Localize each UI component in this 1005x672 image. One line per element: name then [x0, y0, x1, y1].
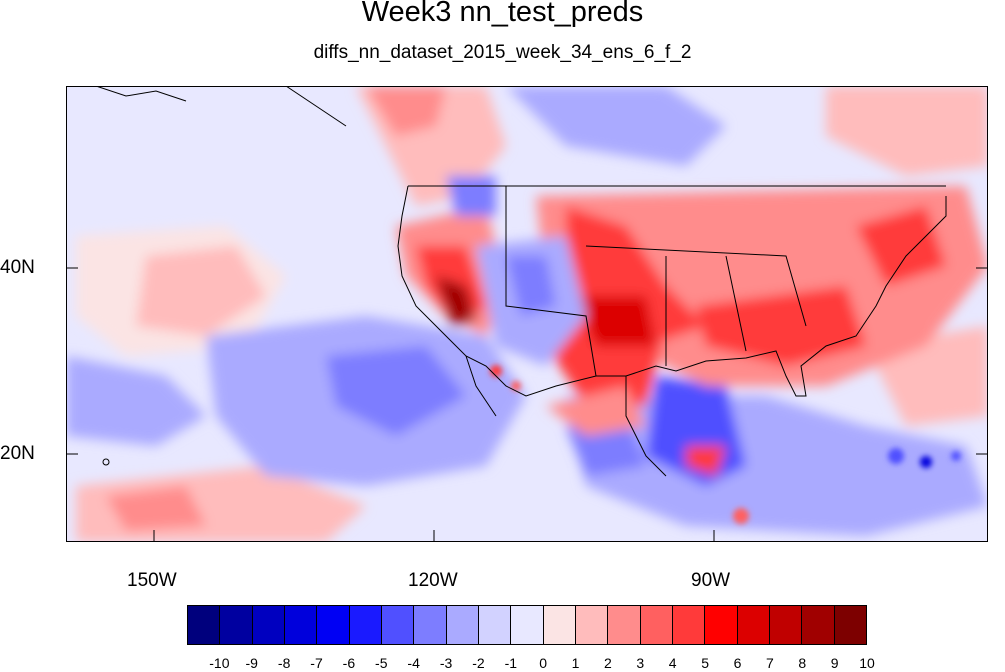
- colorbar-swatch: [705, 606, 738, 644]
- colorbar-swatch: [188, 606, 221, 644]
- colorbar-label: 7: [765, 655, 774, 671]
- colorbar-swatch: [575, 606, 609, 644]
- lon-label-90w: 90W: [691, 570, 731, 591]
- lat-label-40n: 40N: [0, 257, 35, 278]
- anomaly-detail: [490, 365, 961, 524]
- colorbar-label: 6: [733, 655, 742, 671]
- colorbar-swatch: [608, 606, 641, 644]
- colorbar-swatch: [284, 606, 318, 644]
- colorbar-label: 9: [830, 655, 839, 671]
- colorbar-label: 1: [571, 655, 580, 671]
- colorbar-swatch: [543, 606, 576, 644]
- colorbar-label: -2: [472, 655, 485, 671]
- colorbar-label: -10: [209, 655, 230, 671]
- lon-label-120w: 120W: [408, 570, 458, 591]
- map-frame: [66, 86, 988, 542]
- colorbar-swatch: [414, 606, 447, 644]
- colorbar-swatch: [220, 606, 253, 644]
- colorbar-swatch: [349, 606, 382, 644]
- colorbar-swatch: [640, 606, 673, 644]
- colorbar-swatch: [769, 606, 803, 644]
- colorbar-swatch: [252, 606, 285, 644]
- map-title: Week3 nn_test_preds: [361, 0, 644, 28]
- lat-label-20n: 20N: [0, 443, 35, 464]
- colorbar-label: -5: [375, 655, 388, 671]
- colorbar-label: 4: [668, 655, 677, 671]
- colorbar-label: -9: [245, 655, 258, 671]
- colorbar-swatch: [672, 606, 706, 644]
- colorbar-label: -4: [407, 655, 420, 671]
- colorbar-label: -3: [439, 655, 453, 671]
- colorbar-label: 3: [636, 655, 645, 671]
- colorbar-swatch: [478, 606, 512, 644]
- colorbar-swatch: [381, 606, 415, 644]
- colorbar-swatch: [834, 606, 866, 644]
- colorbar-label: 8: [798, 655, 807, 671]
- anomaly-field: [66, 86, 988, 542]
- colorbar-label: 0: [539, 655, 548, 671]
- colorbar-label: 2: [604, 655, 612, 671]
- colorbar-label: 10: [859, 655, 875, 671]
- colorbar-swatch: [802, 606, 835, 644]
- colorbar: [187, 605, 867, 645]
- colorbar-swatch: [317, 606, 350, 644]
- coastlines: [95, 85, 947, 477]
- colorbar-swatch: [737, 606, 770, 644]
- map-figure: [66, 74, 988, 542]
- colorbar-label: -6: [342, 655, 356, 671]
- colorbar-swatch: [511, 606, 544, 644]
- colorbar-label: -1: [504, 655, 518, 671]
- colorbar-label: -7: [310, 655, 323, 671]
- map-panel: [66, 74, 988, 542]
- colorbar-label: 5: [701, 655, 709, 671]
- colorbar-label: -8: [277, 655, 291, 671]
- map-subtitle: diffs_nn_dataset_2015_week_34_ens_6_f_2: [313, 42, 692, 63]
- colorbar-swatch: [446, 606, 479, 644]
- lon-label-150w: 150W: [127, 570, 177, 591]
